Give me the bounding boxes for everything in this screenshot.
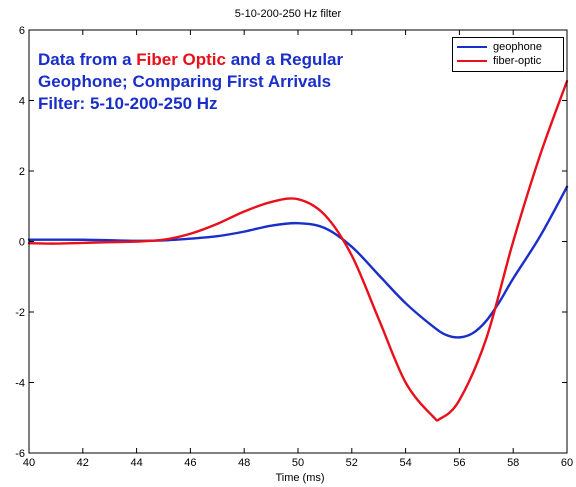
- y-tick-label: -4: [15, 378, 25, 390]
- chart-title: 5-10-200-250 Hz filter: [234, 8, 342, 20]
- annotation-text-a: Data from a: [38, 50, 137, 69]
- y-tick-label: -2: [15, 307, 25, 319]
- chart-legend: geophone fiber-optic: [452, 37, 564, 72]
- legend-swatch-fiber-optic: [457, 60, 487, 62]
- y-tick-label: 6: [19, 25, 25, 37]
- legend-item-geophone: geophone: [457, 40, 542, 54]
- legend-label-geophone: geophone: [493, 41, 542, 53]
- y-tick-label: 0: [19, 237, 25, 249]
- y-tick-label: 4: [19, 96, 25, 108]
- annotation-highlight: Fiber Optic: [136, 50, 226, 69]
- annotation-line-3: Filter: 5-10-200-250 Hz: [38, 94, 218, 113]
- x-tick-label: 50: [292, 457, 304, 469]
- y-tick-label: -6: [15, 448, 25, 460]
- legend-item-fiber-optic: fiber-optic: [457, 54, 541, 68]
- y-tick-label: 2: [19, 166, 25, 178]
- chart-annotation: Data from a Fiber Optic and a Regular Ge…: [38, 49, 343, 115]
- annotation-line-2: Geophone; Comparing First Arrivals: [38, 72, 332, 91]
- x-tick-label: 58: [507, 457, 519, 469]
- legend-swatch-geophone: [457, 46, 487, 48]
- x-tick-label: 44: [130, 457, 142, 469]
- plot-area: [27, 79, 569, 422]
- x-tick-label: 48: [238, 457, 250, 469]
- x-tick-label: 42: [77, 457, 89, 469]
- x-tick-label: 56: [453, 457, 465, 469]
- x-tick-label: 60: [561, 457, 573, 469]
- x-tick-label: 46: [184, 457, 196, 469]
- x-tick-label: 40: [23, 457, 35, 469]
- x-tick-label: 54: [399, 457, 411, 469]
- annotation-line-1: Data from a Fiber Optic and a Regular: [38, 49, 343, 71]
- legend-label-fiber-optic: fiber-optic: [493, 55, 542, 67]
- x-tick-label: 52: [346, 457, 358, 469]
- series-line-geophone: [27, 185, 569, 339]
- x-axis-label: Time (ms): [275, 472, 325, 484]
- series-line-fiber-optic: [27, 79, 569, 422]
- annotation-text-c: and a Regular: [225, 50, 344, 69]
